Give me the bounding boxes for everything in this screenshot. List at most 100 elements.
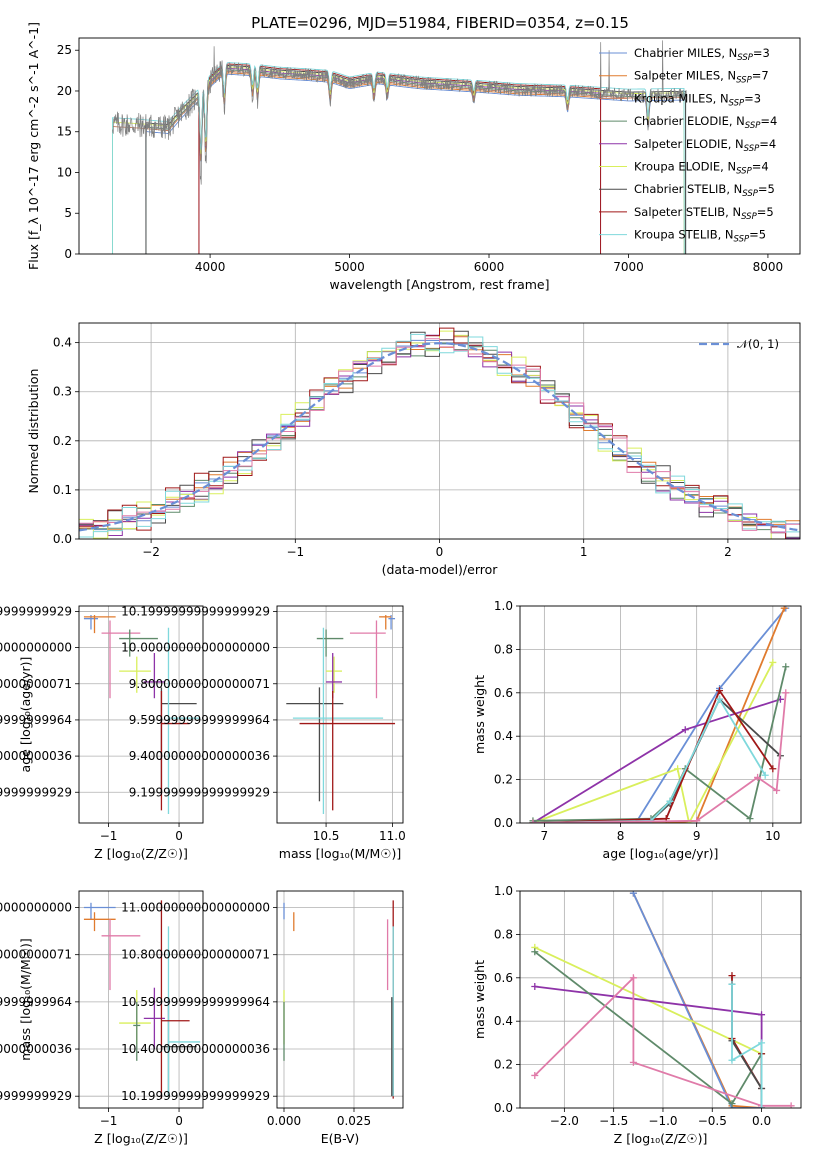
legend-label: Chabrier MILES, NSSP=3 bbox=[634, 46, 770, 63]
model-spectrum-line bbox=[145, 73, 687, 254]
mass-weight-series-line bbox=[532, 607, 787, 823]
y-tick-label: 0.4 bbox=[53, 336, 72, 350]
mass-vs-metallicity-panel: −1 0 10.19999999999999929 10.40000000000000… bbox=[0, 890, 204, 1146]
x-tick-label: 0 bbox=[175, 829, 183, 843]
x-tick-label: −2.0 bbox=[550, 1114, 579, 1128]
legend-label-sub: SSP bbox=[741, 212, 757, 222]
legend-label: Kroupa MILES, NSSP=3 bbox=[634, 91, 761, 108]
y-tick-label: 11.00000000000000000 bbox=[121, 901, 270, 915]
mass-weight-point-marker bbox=[754, 773, 762, 781]
mass-weight-point-marker bbox=[531, 948, 539, 956]
y-tick-label: 25 bbox=[57, 43, 72, 57]
x-tick-label: −1.5 bbox=[599, 1114, 628, 1128]
mass-weight-point-marker bbox=[529, 819, 537, 823]
axes-frame bbox=[78, 890, 204, 1109]
legend-label-sub: SSP bbox=[734, 235, 750, 245]
mass-weight-point-marker bbox=[769, 658, 777, 666]
x-tick-label: −2 bbox=[142, 545, 160, 559]
x-tick-label: −1 bbox=[286, 545, 304, 559]
y-tick-label: 10.80000000000000071 bbox=[0, 948, 72, 962]
spectrum-panel: 4000 5000 6000 7000 8000 0 5 10 15 20 25 wavelength… bbox=[26, 22, 801, 292]
mass-weight-point-marker bbox=[780, 606, 788, 612]
histogram-step-line bbox=[79, 330, 800, 539]
y-tick-label: 0.3 bbox=[53, 385, 72, 399]
y-tick-label: 10.40000000000000036 bbox=[121, 1042, 270, 1056]
x-axis-label: Z [log₁₀(Z/Z☉)] bbox=[614, 1131, 708, 1146]
y-tick-label: 10.19999999999999929 bbox=[0, 604, 72, 618]
x-axis-label: Z [log₁₀(Z/Z☉)] bbox=[94, 1131, 188, 1146]
x-tick-label: 0 bbox=[436, 545, 444, 559]
axes-frame bbox=[276, 890, 404, 1109]
y-tick-label: 0.4 bbox=[494, 1014, 513, 1028]
y-tick-label: 10.80000000000000071 bbox=[121, 948, 270, 962]
legend-label: Salpeter MILES, NSSP=7 bbox=[634, 69, 769, 86]
legend-label-sub: SSP bbox=[729, 98, 745, 108]
y-tick-label: 9.80000000000000071 bbox=[129, 677, 270, 691]
y-tick-label: 10.19999999999999929 bbox=[0, 1089, 72, 1103]
legend-label: Kroupa ELODIE, NSSP=4 bbox=[634, 160, 769, 177]
figure-title: PLATE=0296, MJD=51984, FIBERID=0354, z=0… bbox=[251, 14, 629, 32]
mass-weight-point-marker bbox=[782, 689, 790, 697]
x-tick-label: 10.5 bbox=[313, 829, 340, 843]
y-tick-label: 0 bbox=[64, 247, 72, 261]
mass-weight-point-marker bbox=[773, 786, 781, 794]
legend-label: Chabrier ELODIE, NSSP=4 bbox=[634, 114, 777, 131]
y-tick-label: 0.6 bbox=[494, 686, 513, 700]
y-axis-label: age [log₁₀(age/yr)] bbox=[18, 657, 33, 773]
legend-label-suffix: =5 bbox=[758, 182, 775, 196]
y-tick-label: 10 bbox=[57, 165, 72, 179]
y-tick-label: 1.0 bbox=[494, 599, 513, 613]
y-axis-label: Normed distribution bbox=[26, 369, 41, 494]
x-tick-label: −1.0 bbox=[648, 1114, 677, 1128]
x-tick-label: 8000 bbox=[753, 260, 784, 274]
x-tick-label: 0.000 bbox=[267, 1114, 301, 1128]
legend-label-name: Chabrier STELIB, N bbox=[634, 182, 742, 196]
legend-label-name: Salpeter MILES, N bbox=[634, 69, 736, 83]
age-vs-mass-panel: 10.5 11.0 9.19999999999999929 9.40000000000… bbox=[121, 604, 406, 861]
mass-weight-point-marker bbox=[716, 687, 724, 695]
mass-vs-extinction-panel: 0.000 0.025 10.19999999999999929 10.4000000… bbox=[121, 890, 404, 1146]
y-tick-label: 0.8 bbox=[494, 927, 513, 941]
mass-weight-point-marker bbox=[761, 771, 769, 779]
mass-weight-point-marker bbox=[787, 1102, 795, 1108]
mass-weight-point-marker bbox=[728, 972, 736, 980]
axes-frame bbox=[276, 605, 404, 824]
x-tick-label: 0.025 bbox=[337, 1114, 371, 1128]
axes-frame bbox=[78, 605, 204, 824]
x-tick-label: 8 bbox=[617, 829, 625, 843]
x-axis-label: E(B-V) bbox=[321, 1131, 360, 1146]
legend-label-suffix: =3 bbox=[744, 91, 761, 105]
x-axis-label: (data-model)/error bbox=[382, 562, 499, 577]
x-tick-label: −1 bbox=[100, 829, 118, 843]
x-tick-label: 7000 bbox=[613, 260, 644, 274]
y-tick-label: 9.59999999999999964 bbox=[0, 713, 72, 727]
y-tick-label: 9.40000000000000036 bbox=[0, 749, 72, 763]
legend-label-name: Salpeter ELODIE, N bbox=[634, 137, 744, 151]
x-axis-label: age [log₁₀(age/yr)] bbox=[603, 846, 719, 861]
age-vs-metallicity-panel: −1 0 9.19999999999999929 9.4000000000000003… bbox=[0, 604, 204, 861]
mass-weight-series-line bbox=[731, 984, 763, 1108]
y-tick-label: 9.19999999999999929 bbox=[129, 785, 270, 799]
mass-weight-point-marker bbox=[693, 817, 701, 823]
y-tick-label: 1.0 bbox=[494, 884, 513, 898]
axes-frame bbox=[78, 37, 801, 255]
mass-weight-point-marker bbox=[629, 1058, 637, 1066]
mass-weight-point-marker bbox=[728, 1100, 736, 1108]
y-tick-label: 11.00000000000000000 bbox=[0, 901, 72, 915]
legend-label-suffix: =5 bbox=[749, 228, 766, 242]
legend-label-sub: SSP bbox=[745, 121, 761, 131]
y-tick-label: 0.0 bbox=[494, 816, 513, 830]
mass-weight-point-marker bbox=[531, 982, 539, 990]
x-axis-label: Z [log₁₀(Z/Z☉)] bbox=[94, 846, 188, 861]
legend-label-name: Salpeter STELIB, N bbox=[634, 205, 741, 219]
mass-weight-point-marker bbox=[728, 980, 736, 988]
x-tick-label: 1 bbox=[580, 545, 588, 559]
y-tick-label: 10.19999999999999929 bbox=[121, 604, 270, 618]
y-tick-label: 9.80000000000000071 bbox=[0, 677, 72, 691]
x-tick-label: 7 bbox=[541, 829, 549, 843]
y-tick-label: 10.00000000000000000 bbox=[0, 641, 72, 655]
x-tick-label: 6000 bbox=[474, 260, 505, 274]
weight-vs-metallicity-panel: −2.0 −1.5 −1.0 −0.5 0.0 0.0 0.2 0.4 0.6 0.8 1.0 Z [… bbox=[472, 884, 802, 1146]
legend-label-name: Chabrier MILES, N bbox=[634, 46, 737, 60]
